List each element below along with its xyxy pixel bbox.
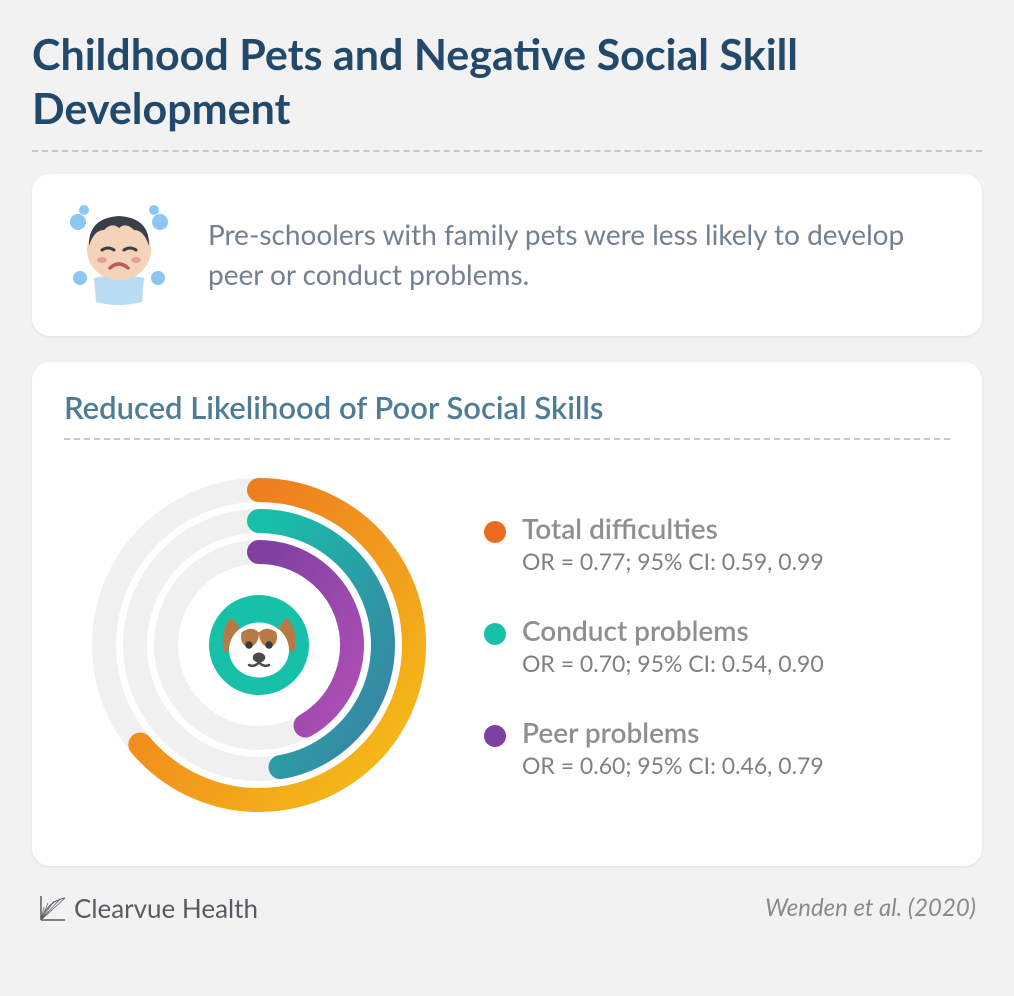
legend-stat: OR = 0.70; 95% CI: 0.54, 0.90	[522, 649, 824, 677]
legend-stat: OR = 0.77; 95% CI: 0.59, 0.99	[522, 547, 824, 575]
brand: Clearvue Health	[38, 892, 258, 924]
brand-logo-icon	[38, 893, 68, 923]
page-title: Childhood Pets and Negative Social Skill…	[32, 28, 982, 136]
legend-text: Peer problemsOR = 0.60; 95% CI: 0.46, 0.…	[522, 715, 824, 779]
dog-icon	[209, 595, 309, 695]
legend-item: Conduct problemsOR = 0.70; 95% CI: 0.54,…	[484, 613, 950, 677]
legend-dot	[484, 725, 506, 747]
legend-stat: OR = 0.60; 95% CI: 0.46, 0.79	[522, 751, 824, 779]
legend-item: Peer problemsOR = 0.60; 95% CI: 0.46, 0.…	[484, 715, 950, 779]
legend-label: Conduct problems	[522, 613, 824, 647]
citation-text: Wenden et al. (2020)	[765, 893, 976, 922]
chart-title: Reduced Likelihood of Poor Social Skills	[64, 388, 950, 426]
legend-label: Peer problems	[522, 715, 824, 749]
legend-item: Total difficultiesOR = 0.77; 95% CI: 0.5…	[484, 511, 950, 575]
brand-text: Clearvue Health	[74, 892, 258, 924]
chart-card: Reduced Likelihood of Poor Social Skills	[32, 362, 982, 866]
radial-chart	[64, 450, 454, 840]
legend-text: Conduct problemsOR = 0.70; 95% CI: 0.54,…	[522, 613, 824, 677]
crying-child-icon	[64, 200, 174, 310]
title-divider	[32, 150, 982, 152]
legend-dot	[484, 623, 506, 645]
legend-text: Total difficultiesOR = 0.77; 95% CI: 0.5…	[522, 511, 824, 575]
chart-divider	[64, 438, 950, 440]
legend-label: Total difficulties	[522, 511, 824, 545]
chart-legend: Total difficultiesOR = 0.77; 95% CI: 0.5…	[484, 511, 950, 779]
intro-text: Pre-schoolers with family pets were less…	[208, 215, 950, 293]
footer: Clearvue Health Wenden et al. (2020)	[32, 892, 982, 924]
intro-card: Pre-schoolers with family pets were less…	[32, 174, 982, 336]
chart-body: Total difficultiesOR = 0.77; 95% CI: 0.5…	[64, 450, 950, 840]
legend-dot	[484, 521, 506, 543]
